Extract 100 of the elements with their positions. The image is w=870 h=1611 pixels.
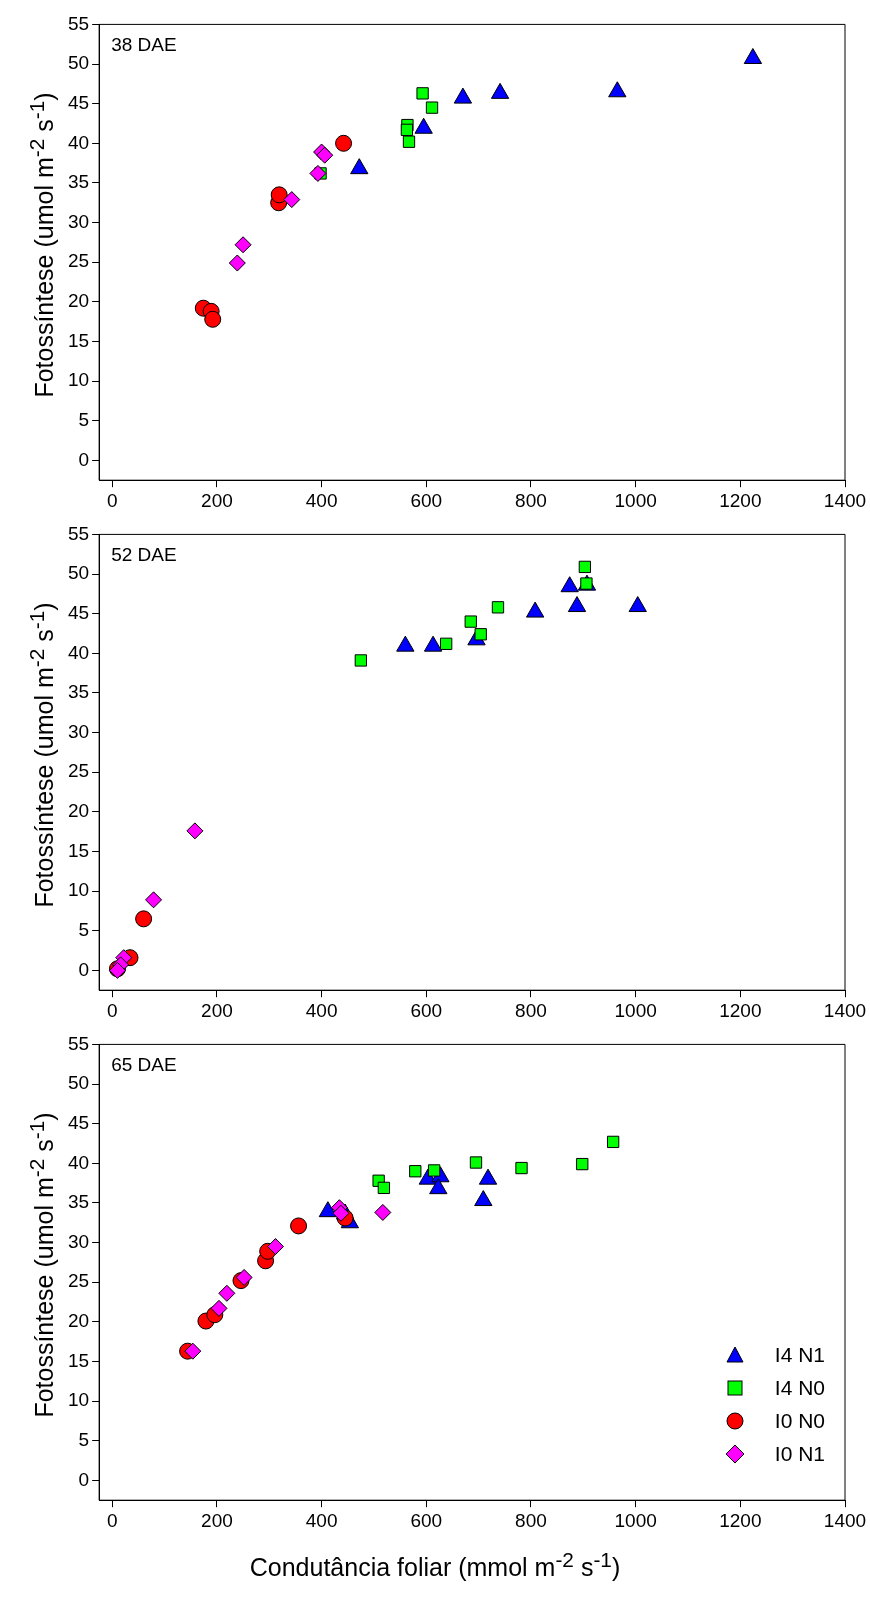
y-tick-label: 0 <box>78 1468 90 1490</box>
y-tick-label: 5 <box>78 408 90 430</box>
x-tick-label: 1200 <box>719 999 762 1021</box>
y-tick-label: 25 <box>67 760 90 782</box>
y-tick-label: 15 <box>67 329 90 351</box>
x-tick-label: 600 <box>410 999 443 1021</box>
x-tick-label: 1000 <box>614 999 657 1021</box>
point <box>235 1268 253 1286</box>
point <box>332 1204 350 1222</box>
point <box>350 158 369 175</box>
x-tick-label: 1200 <box>719 1509 762 1531</box>
x-axis-title: Condutância foliar (mmol m$^{-2}$ s$^{-1}$) <box>248 1548 622 1583</box>
point <box>416 87 429 100</box>
point <box>145 891 163 909</box>
x-tick-label: 400 <box>305 489 338 511</box>
point <box>491 601 505 614</box>
point <box>628 596 647 613</box>
annotation: 65 DAE <box>111 1054 177 1076</box>
point <box>515 1161 528 1175</box>
point <box>374 1203 392 1221</box>
y-tick-label: 40 <box>67 641 90 663</box>
y-tick-label: 20 <box>67 290 90 312</box>
y-tick-label: 35 <box>67 681 90 703</box>
y-tick-label: 30 <box>67 1230 90 1252</box>
y-tick-label: 20 <box>67 1310 90 1332</box>
y-tick-label: 50 <box>67 52 90 74</box>
y-tick-label: 35 <box>67 1191 90 1213</box>
point <box>567 596 587 613</box>
point <box>267 1238 285 1256</box>
y-tick-label: 5 <box>78 1428 90 1450</box>
point <box>218 1284 236 1302</box>
x-tick-label: 200 <box>201 1509 233 1531</box>
y-tick-label: 25 <box>67 250 90 272</box>
y-tick-label: 55 <box>67 12 90 34</box>
y-tick-label: 10 <box>67 369 90 391</box>
point <box>290 1217 308 1235</box>
y-tick-label: 50 <box>67 1072 90 1094</box>
point <box>270 186 288 204</box>
x-tick-label: 800 <box>515 489 547 511</box>
x-tick-label: 1000 <box>614 489 657 511</box>
y-tick-label: 30 <box>67 720 90 742</box>
x-tick-label: 1400 <box>823 489 867 511</box>
point <box>576 1157 589 1171</box>
point <box>204 310 222 328</box>
point <box>396 635 415 652</box>
point <box>525 601 545 618</box>
point <box>377 1181 391 1195</box>
y-tick-label: 50 <box>67 562 90 584</box>
y-tick-label: 15 <box>67 1349 90 1371</box>
legend-label: I0 N1 <box>774 1441 825 1466</box>
x-tick-label: 800 <box>515 999 547 1021</box>
y-tick-label: 25 <box>67 1270 90 1292</box>
x-tick-label: 200 <box>201 999 233 1021</box>
y-tick-label: 5 <box>78 918 90 940</box>
point <box>335 134 353 152</box>
y-tick-label: 0 <box>78 958 90 980</box>
legend-label: I0 N0 <box>774 1408 825 1433</box>
point <box>228 254 246 272</box>
point <box>184 1342 202 1360</box>
x-tick-label: 1400 <box>823 1509 867 1531</box>
y-tick-label: 10 <box>67 1389 90 1411</box>
y-tick-label: 45 <box>67 1111 90 1133</box>
annotation: 52 DAE <box>111 544 177 566</box>
x-tick-label: 600 <box>410 1509 443 1531</box>
x-tick-label: 0 <box>106 1509 118 1531</box>
point <box>606 1135 620 1149</box>
point <box>210 1299 228 1317</box>
point <box>440 637 453 650</box>
y-tick-label: 40 <box>67 1151 90 1173</box>
x-tick-label: 400 <box>305 999 338 1021</box>
point <box>309 164 327 182</box>
annotation: 38 DAE <box>111 34 177 56</box>
point <box>409 1165 422 1178</box>
point <box>469 1156 483 1169</box>
y-tick-label: 10 <box>67 879 90 901</box>
x-tick-label: 0 <box>106 489 118 511</box>
legend-label: I4 N0 <box>774 1375 825 1400</box>
x-tick-label: 0 <box>106 999 118 1021</box>
point <box>135 910 153 928</box>
y-tick-label: 45 <box>67 91 90 113</box>
point <box>186 822 204 840</box>
y-tick-label: 0 <box>78 448 90 470</box>
y-tick-label: 35 <box>67 171 90 193</box>
x-tick-label: 400 <box>305 1509 338 1531</box>
x-tick-label: 1200 <box>719 489 762 511</box>
point <box>608 81 627 98</box>
point <box>474 1190 493 1207</box>
point <box>578 560 592 574</box>
x-tick-label: 800 <box>515 1509 547 1531</box>
point <box>234 236 252 254</box>
y-tick-label: 45 <box>67 601 90 623</box>
y-tick-label: 30 <box>67 210 90 232</box>
y-tick-label: 20 <box>67 800 90 822</box>
point <box>423 635 443 652</box>
point <box>402 135 416 148</box>
x-tick-label: 200 <box>201 489 233 511</box>
x-tick-label: 600 <box>410 489 443 511</box>
y-tick-label: 55 <box>67 522 90 544</box>
y-tick-label: 55 <box>67 1032 90 1054</box>
point <box>283 191 301 209</box>
